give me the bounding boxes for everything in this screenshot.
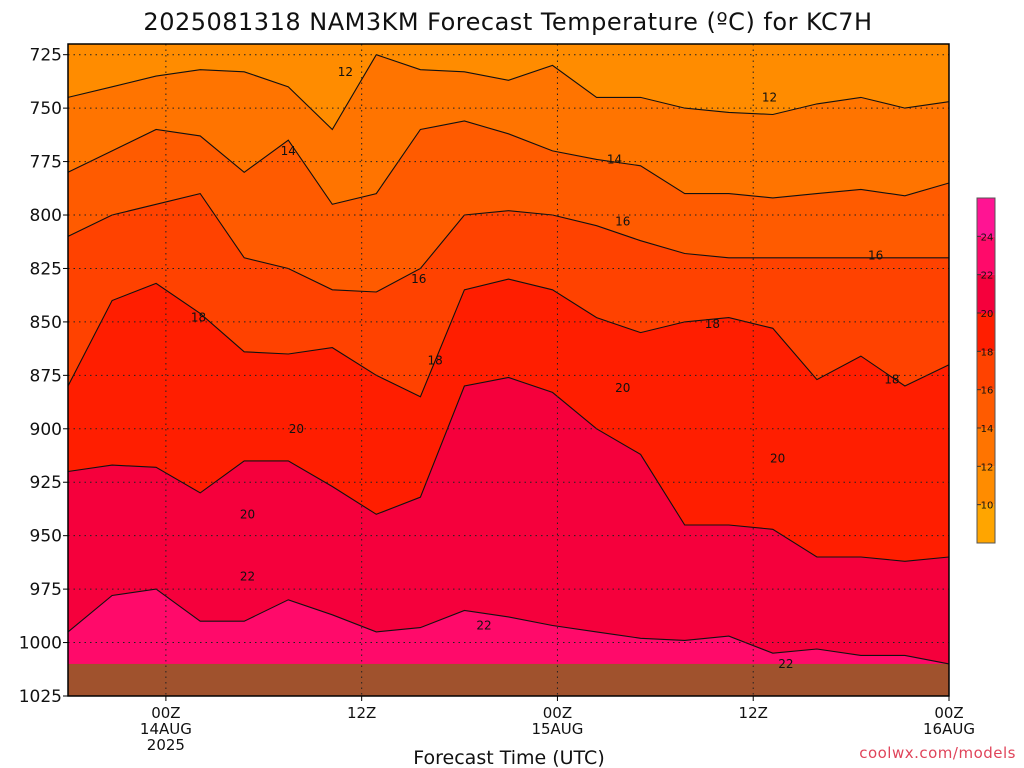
grid-lines (68, 44, 949, 696)
contour-label-16c: 16 (411, 272, 426, 286)
x-tick-label-30-1: 15AUG (531, 720, 583, 738)
colorbar-label-20: 20 (981, 309, 994, 320)
contour-line-16c (67, 192, 949, 293)
x-tick-label-6-1: 14AUG (140, 720, 192, 738)
colorbar: 10 12 14 16 18 20 22 24 (976, 197, 996, 544)
colorbar-label-12: 12 (981, 462, 994, 473)
axes: 725 750 775 800 825 850 875 900 925 950 975 1000 102… (19, 43, 975, 754)
contour-label-22c: 22 (476, 618, 491, 632)
contour-line-20c (67, 376, 950, 562)
colorbar-swatch-20 (977, 274, 995, 313)
contour-label-14c: 14 (607, 152, 622, 166)
colorbar-swatch-10 (977, 466, 995, 505)
contour-label-12c: 12 (762, 90, 777, 104)
x-tick-label-6-2: 2025 (147, 736, 185, 754)
colorbar-label-22: 22 (981, 271, 994, 282)
y-tick-label-725: 725 (30, 46, 62, 66)
contour-label-16c: 16 (615, 214, 630, 228)
ground-surface (68, 663, 949, 696)
y-tick-label-1025: 1025 (19, 687, 62, 707)
colorbar-label-16: 16 (981, 386, 994, 397)
contour-label-14c: 14 (281, 144, 296, 158)
y-tick-label-1000: 1000 (19, 634, 62, 654)
contour-label-20c: 20 (289, 422, 304, 436)
colorbar-label-18: 18 (981, 347, 994, 358)
x-tick-label-42-0: 12Z (739, 704, 768, 722)
colorbar-label-10: 10 (981, 501, 994, 512)
y-tick-label-775: 775 (30, 153, 62, 173)
contour-label-18c: 18 (884, 373, 899, 387)
contour-label-16c: 16 (868, 249, 883, 263)
y-tick-label-800: 800 (30, 206, 62, 226)
contour-label-18c: 18 (705, 317, 720, 331)
colorbar-swatch-22 (977, 236, 995, 275)
colorbar-swatch-14 (977, 389, 995, 428)
contour-label-18c: 18 (427, 353, 442, 367)
colorbar-label-14: 14 (981, 424, 994, 435)
x-tick-label-54-0: 00Z (934, 704, 963, 722)
colorbar-frame (976, 197, 996, 544)
plot-area: 12 12 14 14 16 16 16 18 18 18 18 20 20 20 20 22 22 22 (67, 44, 950, 696)
y-tick-label-750: 750 (30, 99, 62, 119)
contour-label-22c: 22 (240, 569, 255, 583)
contour-line-14c (67, 120, 950, 205)
x-tick-label-30-0: 00Z (543, 704, 572, 722)
contour-label-22c: 22 (778, 657, 793, 671)
x-tick-label-18-0: 12Z (347, 704, 376, 722)
y-tick-label-925: 925 (30, 473, 62, 493)
y-tick-label-825: 825 (30, 259, 62, 279)
colorbar-swatch-18 (977, 313, 995, 352)
contour-line-22c (67, 588, 950, 665)
colorbar-swatch-24 (977, 198, 995, 237)
contour-label-18c: 18 (191, 311, 206, 325)
contour-line-18c (67, 278, 950, 398)
colorbar-swatch-8 (977, 504, 995, 543)
y-tick-label-950: 950 (30, 527, 62, 547)
contour-label-20c: 20 (615, 381, 630, 395)
x-tick-label-6-0: 00Z (151, 704, 180, 722)
plot-frame (67, 43, 950, 697)
colorbar-swatch-16 (977, 351, 995, 390)
y-tick-label-875: 875 (30, 366, 62, 386)
credit-text: coolwx.com/models (859, 744, 1016, 762)
contour-line-12c (67, 54, 950, 131)
colorbar-swatch-12 (977, 428, 995, 467)
y-tick-label-900: 900 (30, 420, 62, 440)
contour-label-20c: 20 (240, 507, 255, 521)
x-tick-label-54-1: 16AUG (923, 720, 975, 738)
contour-label-12c: 12 (338, 65, 353, 79)
contour-label-20c: 20 (770, 452, 785, 466)
colorbar-label-24: 24 (981, 232, 994, 243)
chart-title: 2025081318 NAM3KM Forecast Temperature (… (143, 8, 872, 36)
y-tick-label-975: 975 (30, 580, 62, 600)
y-tick-label-850: 850 (30, 313, 62, 333)
x-axis-label: Forecast Time (UTC) (413, 747, 604, 768)
